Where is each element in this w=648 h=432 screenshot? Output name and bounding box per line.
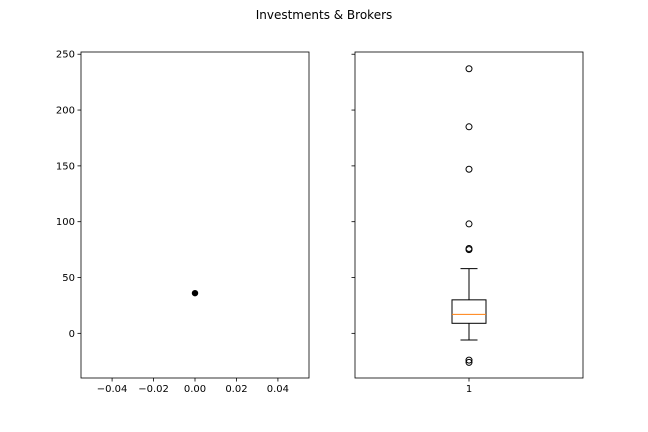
outlier-point <box>465 123 473 131</box>
x-tick-label: 1 <box>466 384 472 395</box>
y-tick-label: 200 <box>56 106 75 117</box>
scatter-panel: 0 50 100 150 200 250 −0.04 −0.02 0.00 0.02 0.04 <box>56 50 310 395</box>
outlier-point <box>465 358 473 366</box>
outlier-point <box>465 65 473 73</box>
x-tick-label: 0.00 <box>184 384 206 395</box>
scatter-point <box>191 289 199 297</box>
x-tick-label: −0.04 <box>97 384 128 395</box>
y-tick-label: 50 <box>62 273 75 284</box>
outlier-point <box>465 165 473 173</box>
chart-title: Investments & Brokers <box>256 8 393 22</box>
x-tick-label: 0.04 <box>267 384 289 395</box>
y-tick-label: 0 <box>69 329 75 340</box>
x-tick-label: 0.02 <box>225 384 247 395</box>
y-tick-label: 100 <box>56 217 75 228</box>
x-tick-label: −0.02 <box>138 384 169 395</box>
outlier-point <box>465 356 473 364</box>
y-tick-label: 150 <box>56 161 75 172</box>
boxplot-panel: 1 <box>351 51 584 395</box>
outlier-point <box>465 246 473 254</box>
axes-frame <box>80 51 310 379</box>
y-tick-label: 250 <box>56 50 75 61</box>
outlier-point <box>465 220 473 228</box>
box-iqr <box>451 299 487 324</box>
